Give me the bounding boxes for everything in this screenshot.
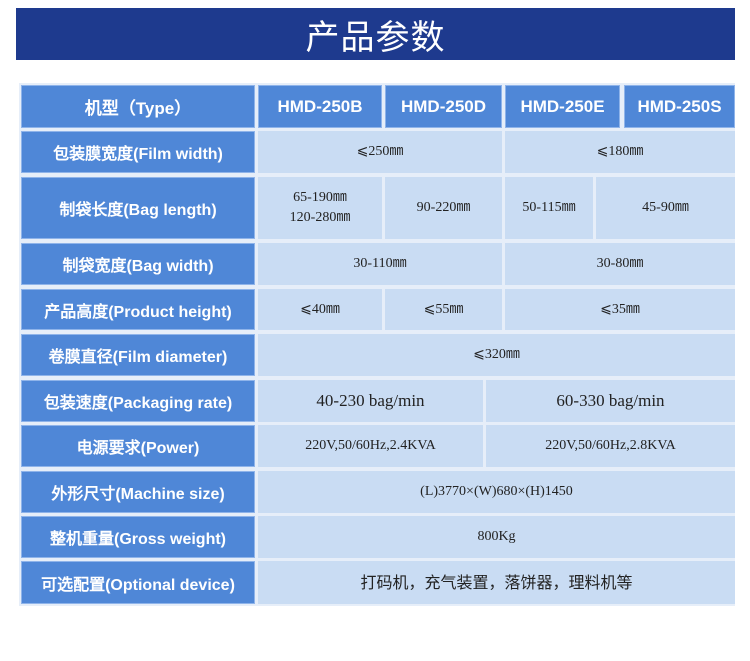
row-label-bag-width: 制袋宽度(Bag width) (21, 243, 255, 285)
power-e-s: 220V,50/60Hz,2.8KVA (486, 425, 735, 467)
packaging-rate-e-s: 60-330 bag/min (486, 380, 735, 422)
header-type-label: 机型（Type） (21, 85, 255, 128)
product-height-e-s: ⩽35㎜ (505, 289, 735, 330)
row-label-bag-length: 制袋长度(Bag length) (21, 177, 255, 239)
bag-length-250s: 45-90㎜ (596, 177, 735, 239)
header-model-250d: HMD-250D (385, 85, 502, 128)
bag-length-250d: 90-220㎜ (385, 177, 502, 239)
row-label-power: 电源要求(Power) (21, 425, 255, 467)
bag-width-b-d: 30-110㎜ (258, 243, 502, 285)
row-label-packaging-rate: 包装速度(Packaging rate) (21, 380, 255, 422)
row-label-machine-size: 外形尺寸(Machine size) (21, 471, 255, 513)
film-diameter-value: ⩽320㎜ (258, 334, 735, 376)
bag-length-250e: 50-115㎜ (505, 177, 593, 239)
packaging-rate-b-d: 40-230 bag/min (258, 380, 483, 422)
optional-device-value: 打码机，充气装置，落饼器，理料机等 (258, 561, 735, 604)
product-height-250b: ⩽40㎜ (258, 289, 382, 330)
bag-length-250b: 65-190㎜ 120-280㎜ (258, 177, 382, 239)
row-label-product-height: 产品高度(Product height) (21, 289, 255, 330)
machine-size-value: (L)3770×(W)680×(H)1450 (258, 471, 735, 513)
header-model-250b: HMD-250B (258, 85, 382, 128)
row-label-film-width: 包装膜宽度(Film width) (21, 131, 255, 173)
bag-width-e-s: 30-80㎜ (505, 243, 735, 285)
page-title: 产品参数 (16, 8, 735, 60)
row-label-film-diameter: 卷膜直径(Film diameter) (21, 334, 255, 376)
spec-table: 机型（Type） HMD-250B HMD-250D HMD-250E HMD-… (19, 83, 735, 606)
power-b-d: 220V,50/60Hz,2.4KVA (258, 425, 483, 467)
film-width-b-d: ⩽250㎜ (258, 131, 502, 173)
gross-weight-value: 800Kg (258, 516, 735, 558)
row-label-optional-device: 可选配置(Optional device) (21, 561, 255, 604)
bag-length-250b-line1: 65-190㎜ (293, 190, 347, 205)
row-label-gross-weight: 整机重量(Gross weight) (21, 516, 255, 558)
product-height-250d: ⩽55㎜ (385, 289, 502, 330)
header-model-250e: HMD-250E (505, 85, 620, 128)
film-width-e-s: ⩽180㎜ (505, 131, 735, 173)
header-model-250s: HMD-250S (624, 85, 735, 128)
bag-length-250b-line2: 120-280㎜ (289, 210, 351, 225)
